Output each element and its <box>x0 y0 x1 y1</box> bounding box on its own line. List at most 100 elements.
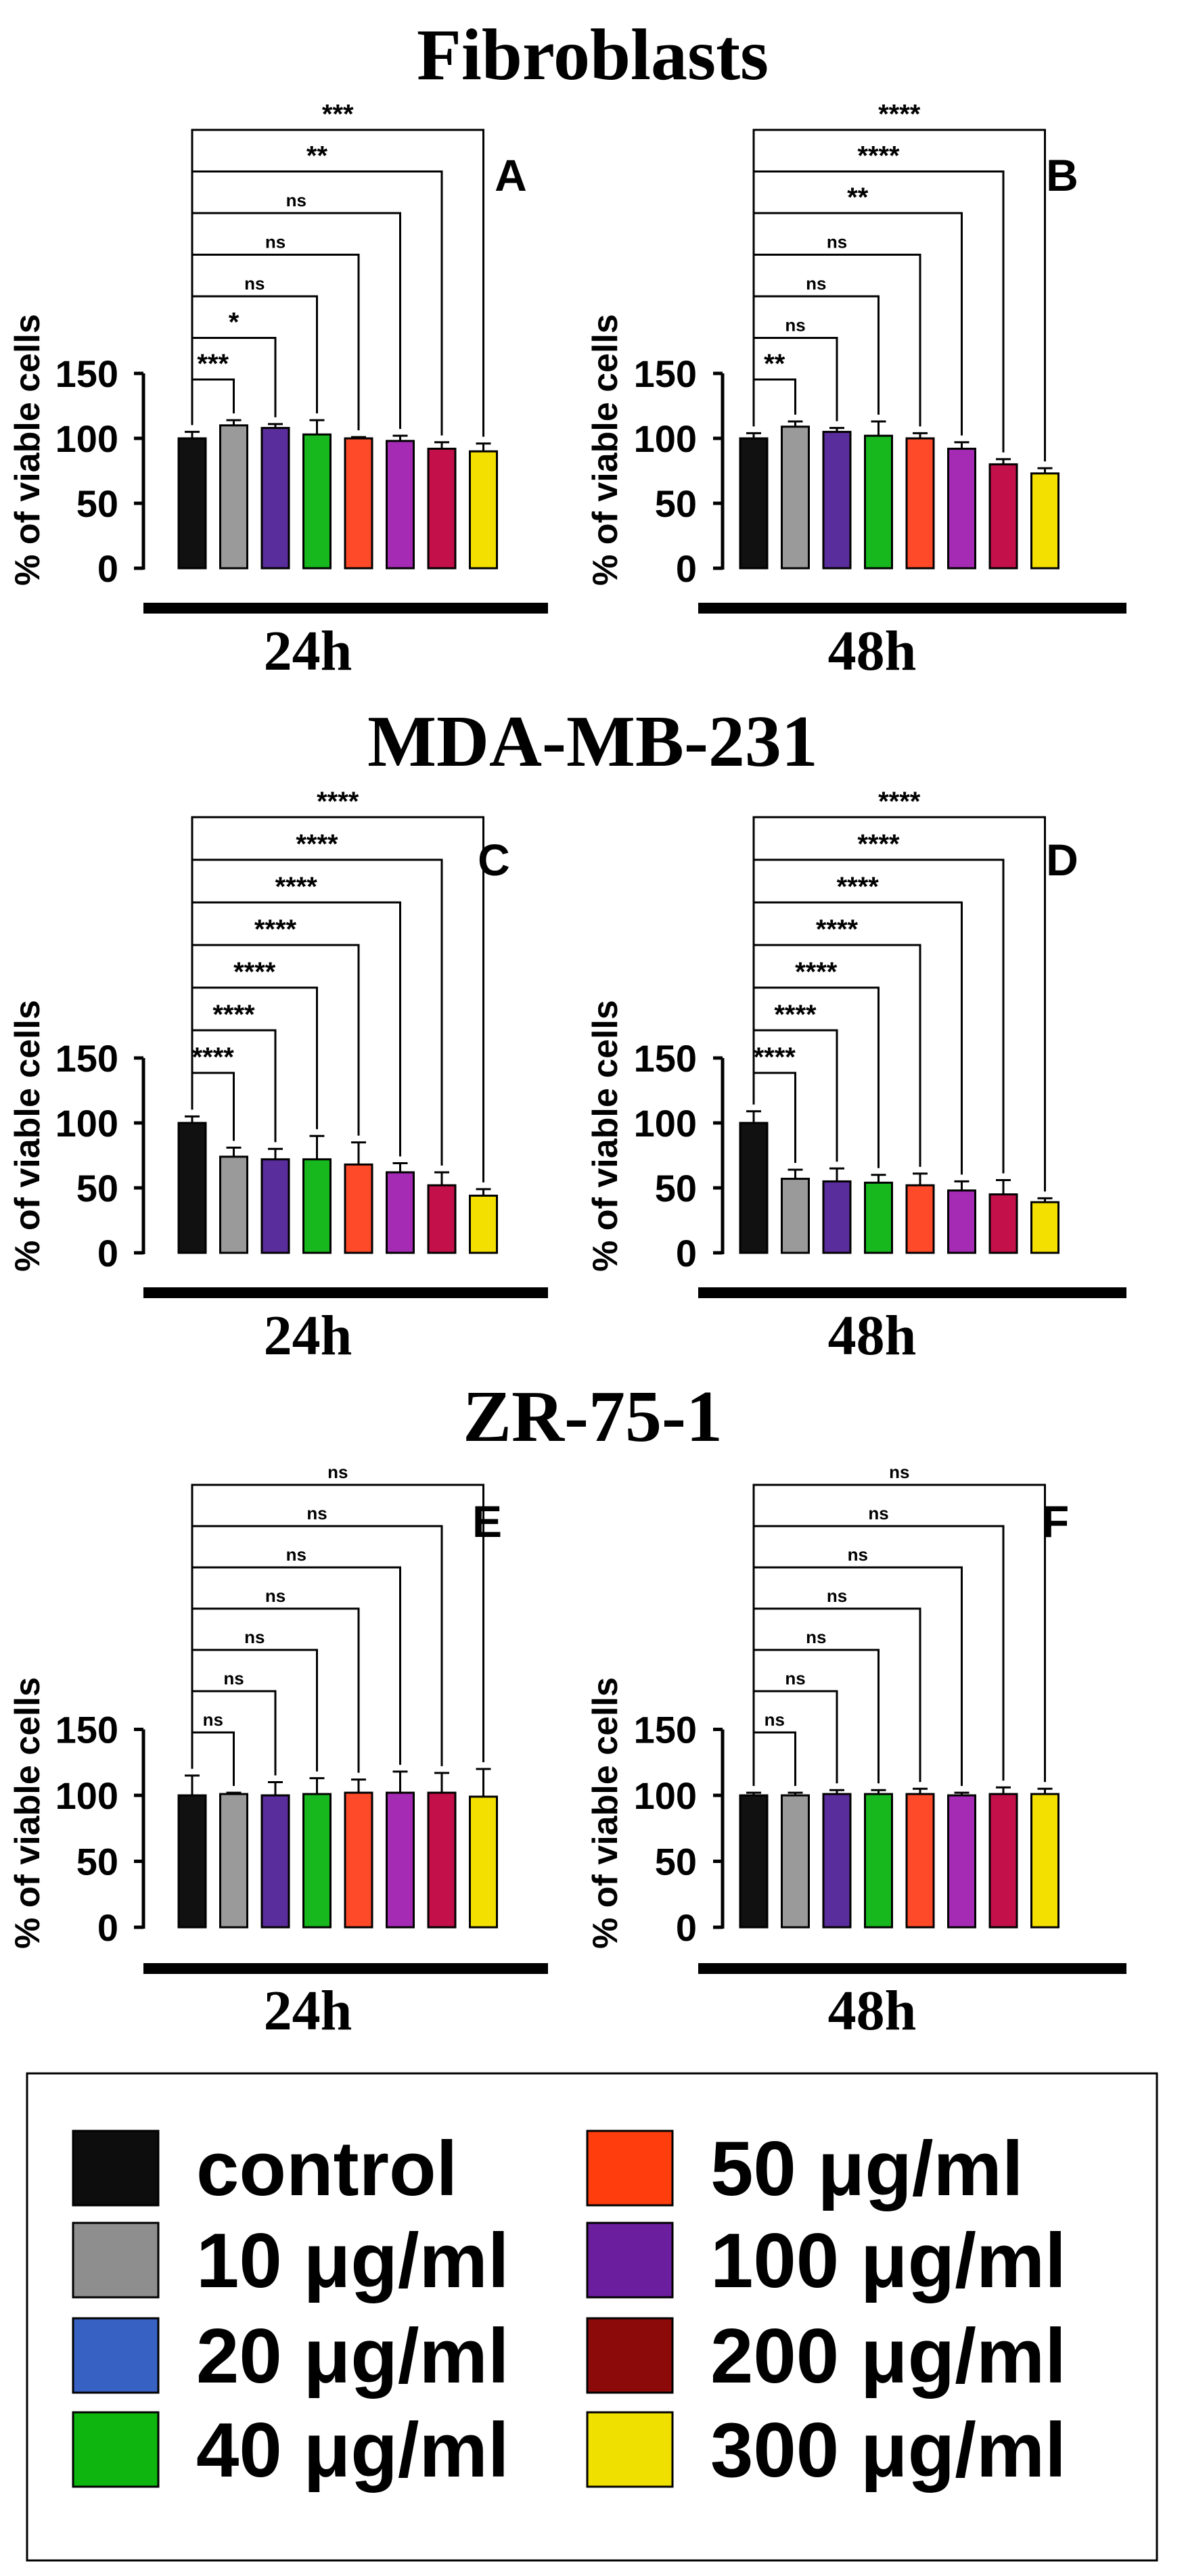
significance-label: **** <box>878 787 921 816</box>
bar <box>302 1158 332 1254</box>
significance-label: ns <box>848 1544 868 1565</box>
y-axis-label: % of viable cells <box>586 314 625 586</box>
significance-bracket <box>191 901 401 1157</box>
bar <box>864 434 893 570</box>
significance-label: **** <box>878 99 921 129</box>
timepoint-bar <box>698 1287 1126 1298</box>
y-tick-label: 0 <box>97 1232 118 1274</box>
significance-label: ns <box>265 1586 286 1606</box>
bar <box>822 430 852 570</box>
significance-bracket <box>191 1607 360 1773</box>
panel-label: E <box>472 1496 502 1546</box>
bar <box>1030 472 1059 570</box>
y-tick-label: 50 <box>76 1841 118 1883</box>
significance-label: ns <box>827 1586 847 1606</box>
significance-label: ns <box>244 1627 265 1647</box>
timepoint-bar <box>143 1287 548 1298</box>
significance-label: * <box>229 308 240 338</box>
section-title: ZR-75-1 <box>463 1377 723 1457</box>
significance-bracket <box>752 986 880 1168</box>
legend-swatch <box>72 2130 160 2207</box>
y-tick-label: 0 <box>97 1906 118 1949</box>
significance-label: ** <box>764 349 785 379</box>
bar <box>469 450 498 570</box>
significance-label: **** <box>212 1000 255 1030</box>
significance-bracket <box>191 858 443 1166</box>
significance-label: **** <box>816 915 859 944</box>
y-axis-label: % of viable cells <box>8 1677 47 1949</box>
timepoint-bar <box>698 1963 1126 1974</box>
significance-label: ns <box>327 1462 348 1482</box>
significance-bracket <box>191 212 401 430</box>
significance-bracket <box>191 986 318 1130</box>
significance-label: *** <box>322 99 354 129</box>
significance-bracket <box>752 944 921 1167</box>
bar <box>177 437 207 570</box>
significance-label: ns <box>286 190 306 210</box>
panel-label: D <box>1046 835 1078 885</box>
bar <box>905 1793 935 1929</box>
significance-bracket <box>191 1731 235 1787</box>
y-tick-label: 100 <box>55 1774 118 1817</box>
significance-label: ns <box>765 1709 785 1730</box>
legend-swatch <box>586 2222 674 2299</box>
legend-label: 50 μg/ml <box>710 2126 1024 2212</box>
y-tick-label: 50 <box>655 1167 697 1210</box>
significance-label: **** <box>296 829 338 859</box>
y-tick-label: 50 <box>655 482 697 525</box>
y-tick-label: 50 <box>76 482 118 525</box>
panel-label: B <box>1046 150 1078 200</box>
significance-label: **** <box>837 872 880 902</box>
timepoint-label: 24h <box>264 1304 352 1367</box>
bar <box>781 1178 810 1254</box>
legend-swatch <box>586 2130 674 2207</box>
y-axis-label: % of viable cells <box>586 1677 625 1949</box>
significance-label: **** <box>774 1000 817 1030</box>
y-tick-label: 150 <box>55 1709 118 1751</box>
significance-label: **** <box>233 957 276 987</box>
panel-label: F <box>1042 1496 1069 1546</box>
significance-bracket <box>752 1484 1046 1782</box>
timepoint-bar <box>143 1963 548 1974</box>
significance-bracket <box>752 212 963 436</box>
significance-label: ns <box>889 1462 909 1482</box>
legend-label: 10 μg/ml <box>196 2218 509 2304</box>
timepoint-label: 24h <box>264 1979 352 2042</box>
legend-swatch <box>586 2317 674 2394</box>
significance-label: ** <box>306 141 328 171</box>
section-title: Fibroblasts <box>417 15 769 95</box>
bar <box>344 437 373 570</box>
significance-bracket <box>191 254 360 431</box>
significance-label: ns <box>203 1709 223 1730</box>
significance-label: ns <box>244 273 265 294</box>
timepoint-label: 48h <box>828 1304 917 1367</box>
significance-bracket <box>191 378 235 426</box>
bar <box>344 1163 373 1254</box>
bar <box>947 447 976 570</box>
y-tick-label: 100 <box>55 1102 118 1145</box>
bar <box>260 1158 290 1254</box>
significance-bracket <box>752 1566 963 1787</box>
y-tick-label: 50 <box>76 1167 118 1210</box>
significance-bracket <box>752 816 1046 1192</box>
chart-panel-e: ZR-75-1 E % of viable cells 0 50 100 150 ns ns ns… <box>8 1377 723 2042</box>
bar <box>219 424 248 570</box>
significance-label: **** <box>795 957 838 987</box>
y-tick-label: 0 <box>676 547 697 590</box>
significance-bracket <box>752 1525 1005 1781</box>
panel-label: A <box>495 150 527 200</box>
y-tick-label: 50 <box>655 1841 697 1883</box>
timepoint-bar <box>698 603 1126 614</box>
significance-bracket <box>191 1525 443 1766</box>
bar <box>302 433 332 570</box>
significance-bracket <box>752 254 921 427</box>
bar <box>739 437 769 570</box>
bar <box>469 1795 498 1929</box>
legend-label: 100 μg/ml <box>710 2218 1066 2304</box>
timepoint-label: 24h <box>264 620 352 683</box>
significance-label: ns <box>785 1668 805 1688</box>
